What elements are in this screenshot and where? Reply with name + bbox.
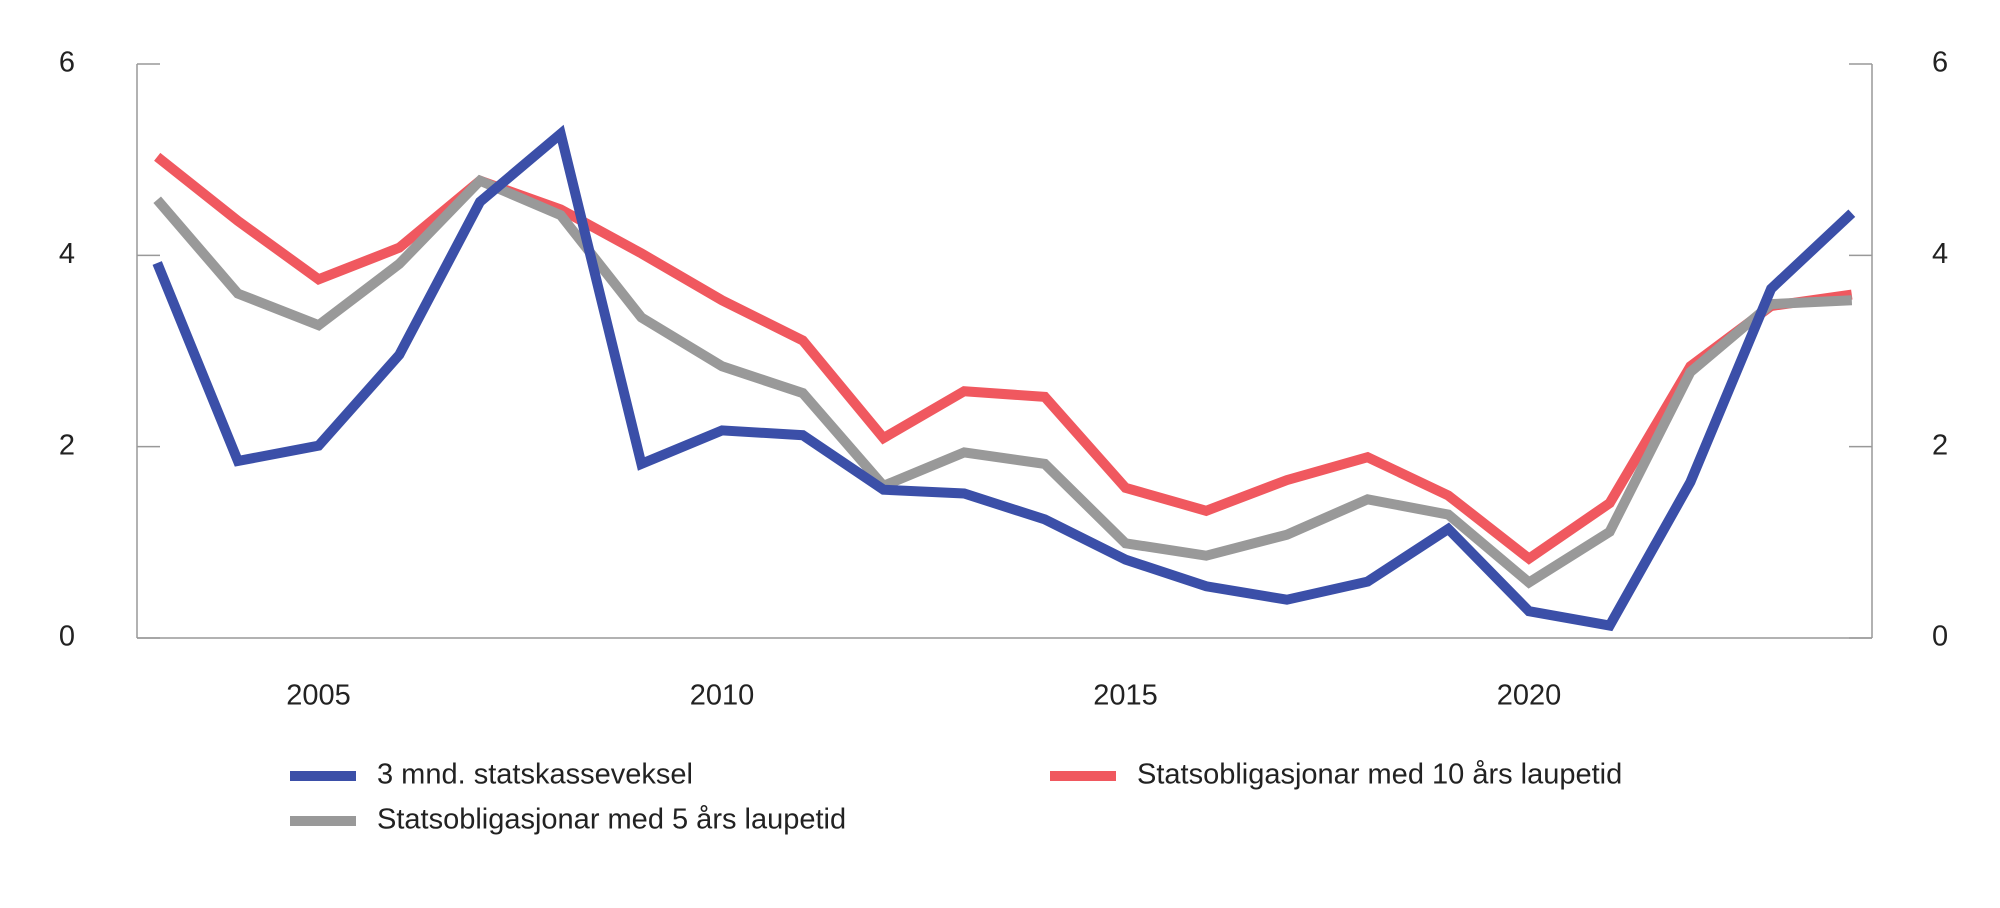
x-tick-label: 2010 [690, 680, 755, 712]
y2-tick-label: 4 [1932, 238, 1948, 270]
y-tick-label: 0 [59, 621, 75, 653]
series-line [152, 124, 1856, 632]
y-tick-label: 4 [59, 238, 75, 270]
axes [136, 64, 1873, 639]
legend-label: 3 mnd. statskasseveksel [377, 759, 693, 791]
x-tick-label: 2015 [1093, 680, 1158, 712]
x-tick-label: 2005 [286, 680, 351, 712]
legend-label: Statsobligasjonar med 5 års laupetid [377, 804, 846, 836]
y2-tick-label: 2 [1932, 429, 1948, 461]
y2-tick-label: 0 [1932, 621, 1948, 653]
x-tick-label: 2020 [1497, 680, 1562, 712]
y2-tick-label: 6 [1932, 47, 1948, 79]
series-line [154, 152, 1853, 565]
y-tick-label: 6 [59, 47, 75, 79]
series-line [153, 174, 1853, 589]
y-tick-label: 2 [59, 429, 75, 461]
legend-label: Statsobligasjonar med 10 års laupetid [1137, 759, 1622, 791]
